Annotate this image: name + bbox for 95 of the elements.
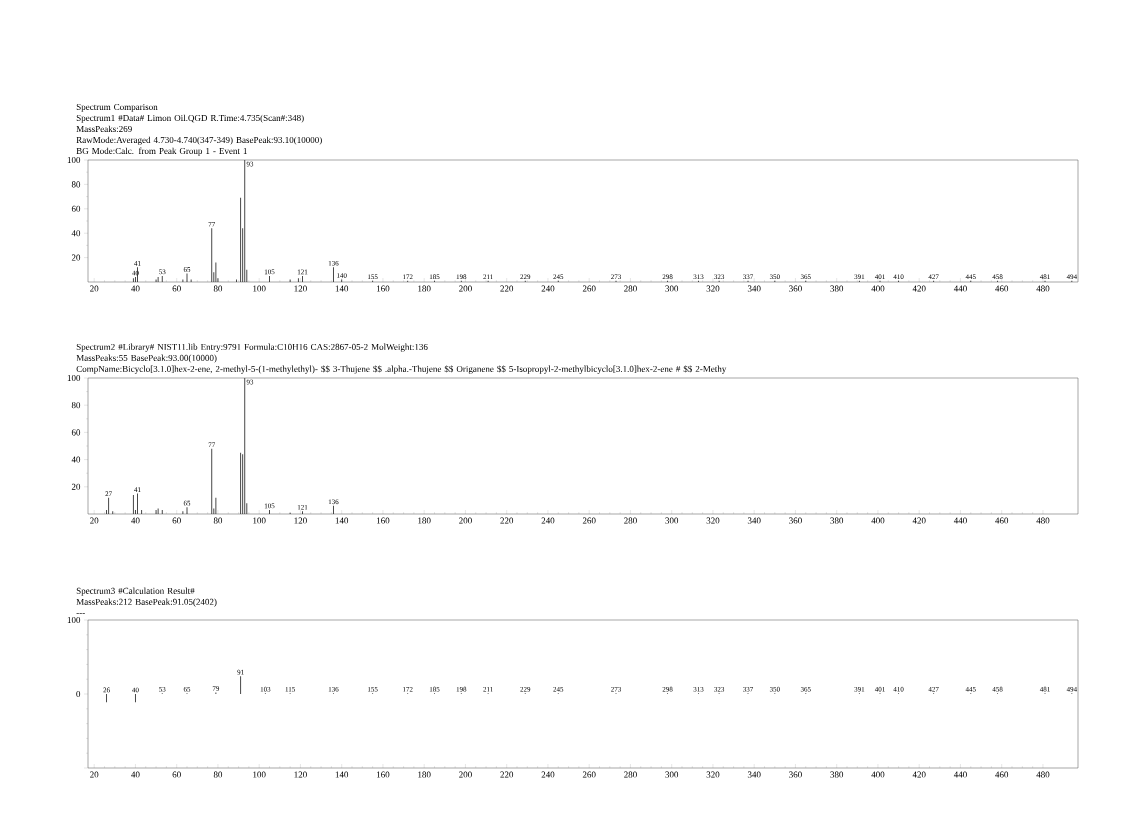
x-tick-label: 220 (500, 517, 514, 524)
x-tick-label: 400 (871, 771, 885, 778)
text: --- (76, 613, 85, 615)
text: RawMode:Averaged 4.730-4.740(347-349) BasePeak:93.10(10000) (76, 136, 322, 145)
x-tick-label: 80 (213, 517, 223, 524)
x-tick-label: 60 (172, 517, 181, 524)
y-tick-label: 0 (76, 690, 81, 698)
y-tick-label: 80 (71, 402, 81, 409)
x-tick-label: 340 (747, 771, 761, 778)
x-tick-label: 140 (335, 517, 349, 524)
y-tick-label: 60 (71, 205, 81, 212)
x-tick-label: 120 (294, 517, 307, 524)
x-tick-label: 20 (90, 771, 99, 778)
x-tick-label: 340 (747, 517, 761, 524)
x-tick-label: 220 (500, 771, 514, 778)
y-tick-label: 20 (71, 483, 81, 490)
x-tick-label: 240 (541, 517, 555, 524)
text: MassPeaks:269 (76, 125, 132, 133)
x-tick-label: 160 (376, 771, 390, 778)
x-tick-label: 20 (90, 285, 99, 292)
x-tick-label: 460 (995, 517, 1009, 524)
x-tick-label: 460 (995, 285, 1009, 292)
chart-subtitle: MassPeaks:212 BasePeak:91.05(2402) (76, 598, 217, 607)
x-tick-label: 400 (871, 285, 885, 292)
x-tick-label: 100 (253, 771, 266, 778)
y-tick-label: 100 (67, 374, 81, 382)
x-tick-label: 360 (789, 285, 802, 292)
x-tick-label: 240 (541, 285, 555, 292)
x-tick-label: 480 (1036, 771, 1050, 778)
x-tick-label: 460 (995, 771, 1009, 778)
x-tick-label: 400 (871, 517, 885, 524)
x-tick-label: 120 (294, 771, 307, 778)
x-tick-label: 480 (1036, 517, 1050, 524)
x-tick-label: 180 (418, 285, 431, 292)
x-tick-label: 60 (172, 771, 181, 778)
x-tick-label: 260 (582, 285, 596, 292)
x-tick-label: 420 (912, 517, 926, 524)
x-tick-label: 360 (789, 517, 802, 524)
x-tick-label: 200 (459, 285, 472, 292)
x-tick-label: 120 (294, 285, 307, 292)
y-tick-label: 80 (71, 181, 81, 188)
x-tick-label: 100 (253, 517, 266, 524)
chart-title: Spectrum3 #Calculation Result# (76, 587, 195, 596)
x-tick-label: 60 (172, 285, 181, 292)
chart-subtitle: Spectrum1 #Data# Limon Oil.QGD R.Time:4.735(Scan#:348) (76, 114, 304, 123)
x-tick-label: 40 (131, 285, 140, 292)
text: CompName:Bicyclo[3.1.0]hex-2-ene, 2-methyl-5-(1-methylethyl)- $$ 3-Thujene $$ .alpha.-Thujene $$ Origanene $$ 5-Isopropyl-2-methylbicyclo[3.1.0]hex-2-ene # $$ 2-Methy (76, 365, 727, 374)
x-tick-label: 300 (665, 771, 679, 778)
x-tick-label: 140 (335, 285, 349, 292)
text: BG Mode:Calc. from Peak Group 1 - Event 1 (76, 147, 247, 156)
x-tick-label: 280 (624, 285, 637, 292)
x-tick-label: 320 (706, 517, 720, 524)
x-tick-label: 260 (582, 771, 596, 778)
x-tick-label: 340 (747, 285, 761, 292)
x-tick-label: 300 (665, 517, 679, 524)
x-tick-label: 100 (253, 285, 266, 292)
x-tick-label: 240 (541, 771, 555, 778)
x-tick-label: 40 (131, 771, 140, 778)
x-tick-label: 180 (418, 517, 431, 524)
x-tick-label: 260 (582, 517, 596, 524)
x-tick-label: 200 (459, 517, 472, 524)
chart-title: Spectrum Comparison (76, 103, 158, 112)
y-tick-label: 100 (67, 616, 81, 624)
x-tick-label: 320 (706, 771, 720, 778)
x-tick-label: 280 (624, 771, 637, 778)
x-tick-label: 480 (1036, 285, 1050, 292)
x-tick-label: 40 (131, 517, 140, 524)
x-tick-label: 300 (665, 285, 679, 292)
x-tick-label: 380 (830, 517, 844, 524)
x-tick-label: 380 (830, 771, 844, 778)
chart-subtitle: MassPeaks:55 BasePeak:93.00(10000) (76, 354, 217, 363)
x-tick-label: 140 (335, 771, 349, 778)
x-tick-label: 180 (418, 771, 431, 778)
x-tick-label: 420 (912, 771, 926, 778)
x-tick-label: 80 (213, 771, 223, 778)
x-tick-label: 160 (376, 285, 390, 292)
y-tick-label: 60 (71, 429, 81, 436)
x-tick-label: 20 (90, 517, 99, 524)
x-tick-label: 200 (459, 771, 472, 778)
y-tick-label: 100 (67, 156, 81, 164)
x-tick-label: 440 (953, 517, 967, 524)
x-tick-label: 440 (953, 285, 967, 292)
x-tick-label: 420 (912, 285, 926, 292)
x-tick-label: 320 (706, 285, 720, 292)
x-tick-label: 380 (830, 285, 844, 292)
x-tick-label: 280 (624, 517, 637, 524)
y-tick-label: 40 (71, 230, 81, 237)
chart-title: Spectrum2 #Library# NIST11.lib Entry:9791 Formula:C10H16 CAS:2867-05-2 MolWeight:136 (76, 343, 428, 352)
x-tick-label: 360 (789, 771, 802, 778)
x-tick-label: 440 (953, 771, 967, 778)
y-tick-label: 40 (71, 456, 81, 463)
x-tick-label: 160 (376, 517, 390, 524)
y-tick-label: 20 (71, 254, 81, 261)
x-tick-label: 80 (213, 285, 223, 292)
x-tick-label: 220 (500, 285, 514, 292)
